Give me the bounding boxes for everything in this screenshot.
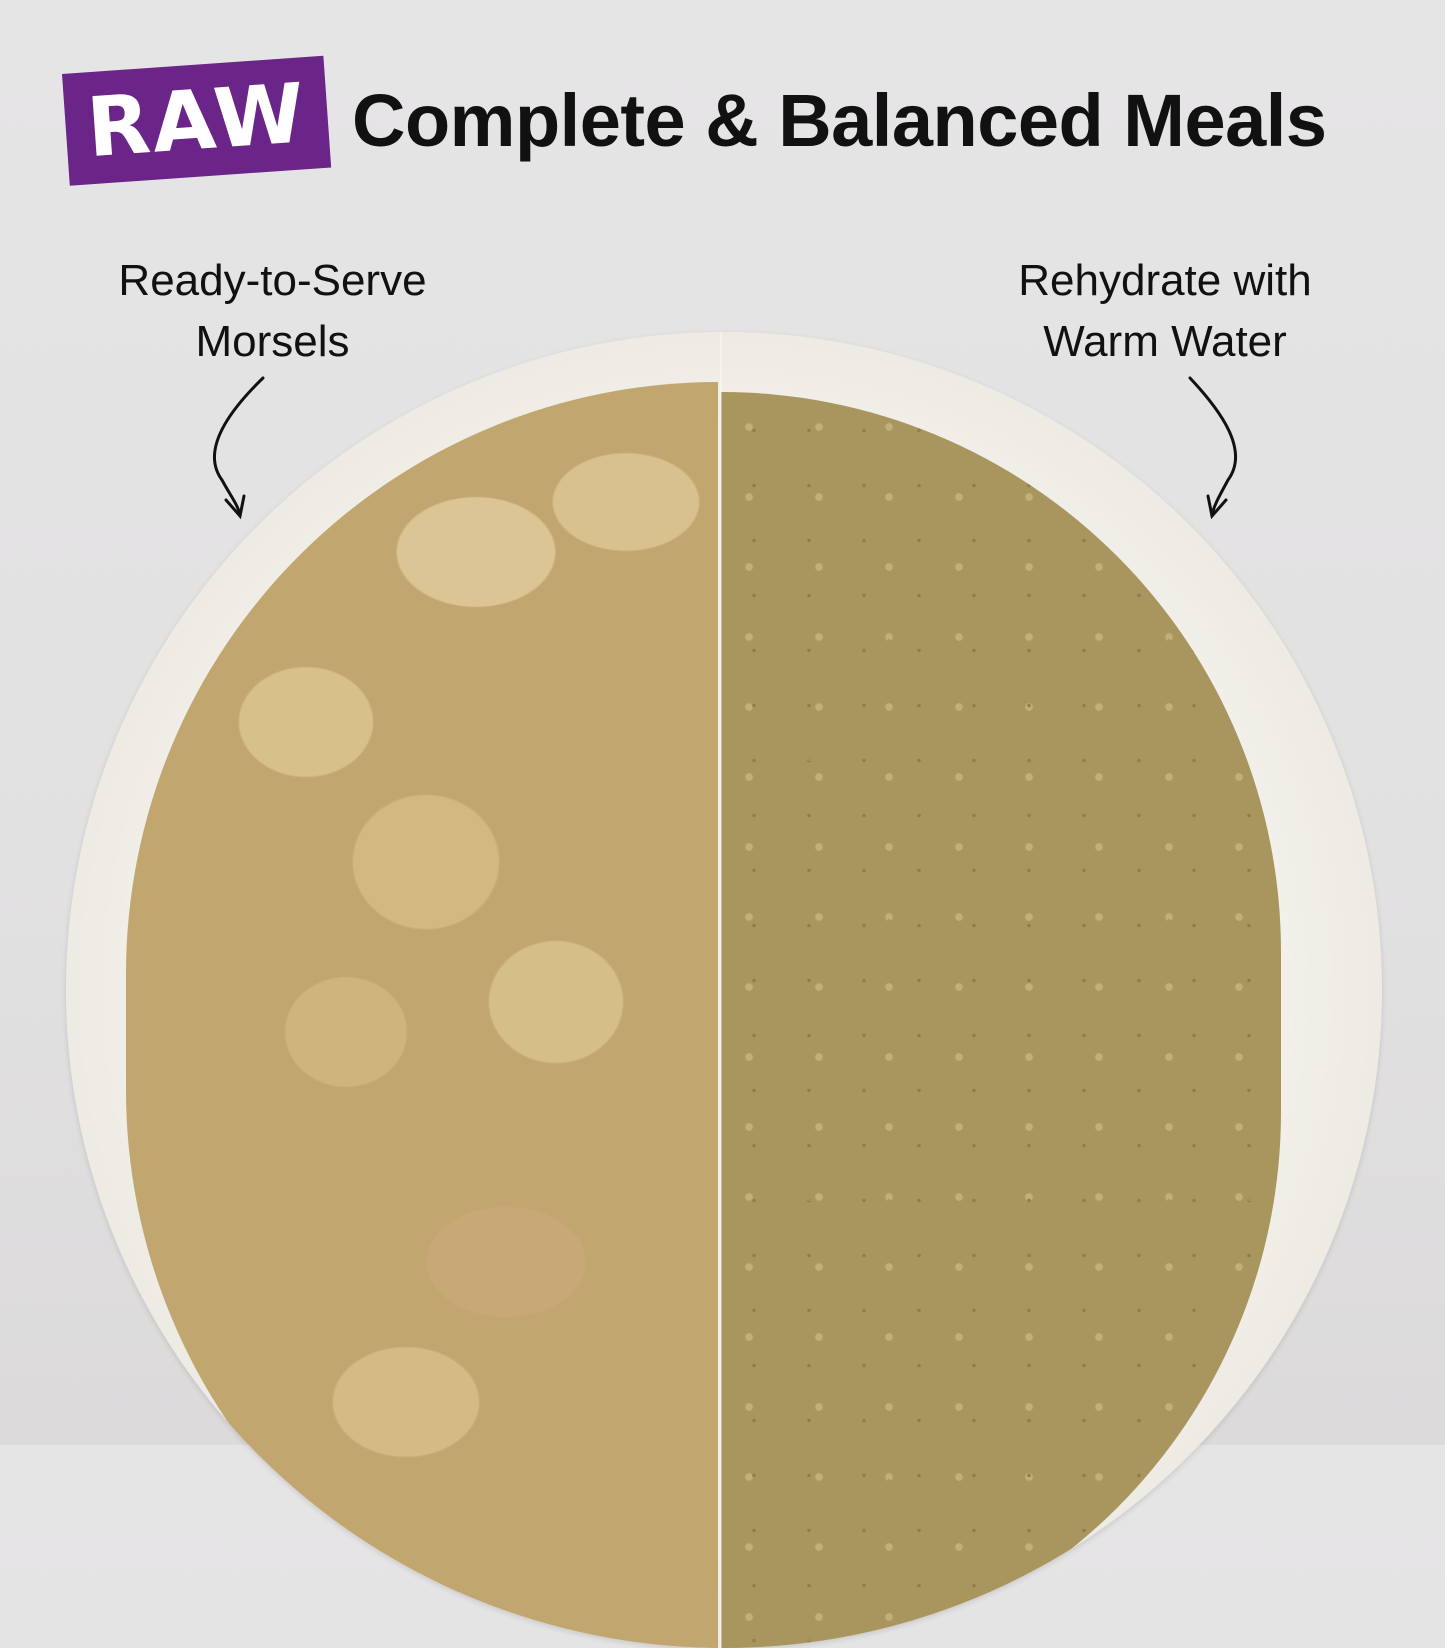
curved-arrow-left-icon (212, 376, 265, 520)
label-line: Rehydrate with (1018, 256, 1312, 305)
label-line: Warm Water (1043, 317, 1287, 366)
label-rehydrate: Rehydrate with Warm Water (985, 250, 1345, 372)
label-line: Ready-to-Serve (118, 256, 427, 305)
page-title: Complete & Balanced Meals (352, 79, 1327, 162)
split-divider (720, 332, 722, 1648)
label-line: Morsels (195, 317, 350, 366)
label-ready-to-serve: Ready-to-Serve Morsels (90, 250, 455, 372)
arrows (212, 376, 1238, 520)
curved-arrow-right-icon (1188, 376, 1238, 520)
